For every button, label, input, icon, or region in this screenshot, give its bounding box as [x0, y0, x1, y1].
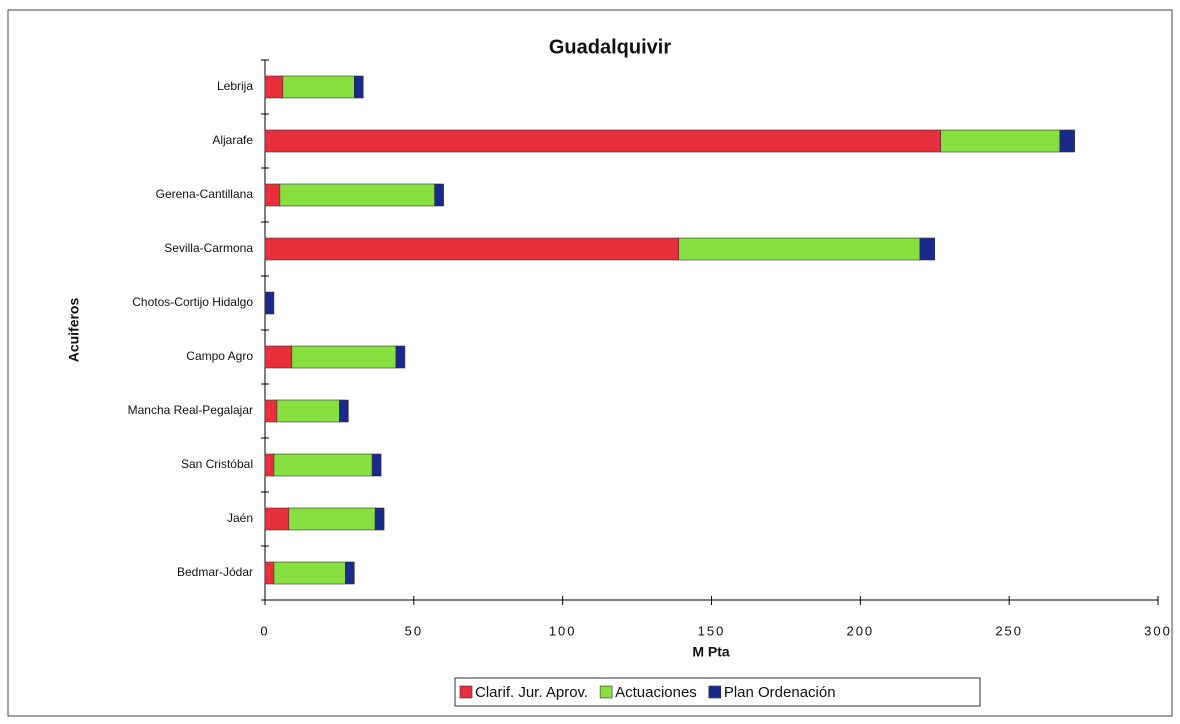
bar-segment: [264, 453, 275, 477]
x-tick-label: 0: [260, 623, 269, 638]
y-tick-label: Aljarafe: [212, 133, 253, 147]
bar-segment: [288, 507, 376, 531]
x-axis-label: M Pta: [692, 644, 730, 660]
legend-swatch: [599, 685, 613, 699]
legend-label: Actuaciones: [615, 684, 697, 701]
bar-segment: [374, 507, 385, 531]
bar-segment: [1059, 129, 1075, 153]
bar-segment: [339, 399, 349, 423]
y-tick-label: Jaén: [227, 511, 253, 525]
x-tick-label: 250: [995, 623, 1023, 638]
bar-segment: [371, 453, 382, 477]
y-axis-label: Acuiferos: [66, 298, 82, 363]
bar-segment: [264, 507, 290, 531]
x-tick-label: 200: [846, 623, 874, 638]
chart-frame: [7, 9, 1173, 717]
bar-segment: [264, 75, 284, 99]
bar-segment: [678, 237, 921, 261]
bar-segment: [264, 183, 281, 207]
bar-segment: [264, 399, 278, 423]
bar-segment: [919, 237, 936, 261]
y-tick-label: Campo Agro: [186, 349, 253, 363]
bar-segment: [273, 561, 346, 585]
x-tick-label: 100: [549, 623, 577, 638]
chart-title: Guadalquivir: [549, 36, 671, 58]
bar-segment: [353, 75, 364, 99]
legend-label: Clarif. Jur. Aprov.: [475, 684, 588, 701]
bar-segment: [264, 129, 942, 153]
bar-segment: [279, 183, 435, 207]
x-tick-label: 300: [1144, 623, 1172, 638]
bar-segment: [264, 291, 275, 315]
bar-segment: [291, 345, 397, 369]
y-tick-label: Sevilla-Carmona: [164, 241, 253, 255]
bar-segment: [264, 561, 275, 585]
y-tick-label: Mancha Real-Pegalajar: [128, 403, 253, 417]
x-tick-label: 50: [405, 623, 423, 638]
bar-segment: [282, 75, 355, 99]
bar-segment: [273, 453, 373, 477]
legend-swatch: [459, 685, 473, 699]
bar-segment: [940, 129, 1061, 153]
y-tick-label: Bedmar-Jódar: [177, 565, 253, 579]
y-tick-label: Lebrija: [217, 79, 253, 93]
legend-swatch: [708, 685, 722, 699]
x-tick-label: 150: [698, 623, 726, 638]
legend-label: Plan Ordenación: [724, 684, 836, 701]
bar-segment: [264, 345, 293, 369]
y-tick-label: San Cristóbal: [181, 457, 253, 471]
bar-segment: [264, 237, 680, 261]
y-tick-label: Gerena-Cantillana: [156, 187, 254, 201]
bar-segment: [434, 183, 444, 207]
y-tick-label: Chotos-Cortijo Hidalgo: [132, 295, 253, 309]
bar-segment: [345, 561, 355, 585]
bar-segment: [395, 345, 406, 369]
bar-segment: [276, 399, 340, 423]
